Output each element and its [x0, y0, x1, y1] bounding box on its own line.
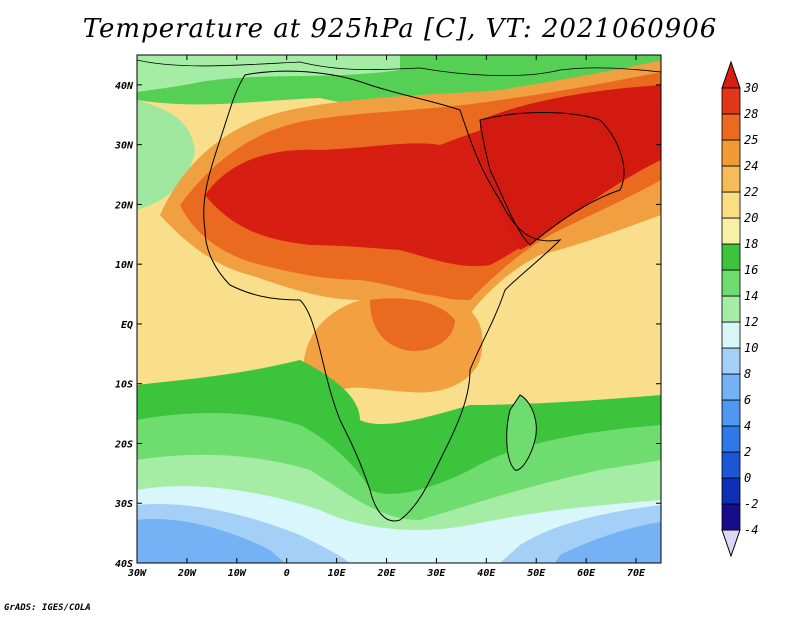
lon-tick-label: 50E [527, 568, 546, 579]
colorbar-swatch [721, 139, 741, 167]
colorbar-swatch [721, 373, 741, 401]
lon-tick-label: 30W [127, 568, 147, 579]
temperature-map: 30W 20W 10W 0 10E 20E 30E 40E 50E 60E 70E 40N30N20… [114, 54, 758, 579]
lon-tick-label: 20W [177, 568, 197, 579]
colorbar-high-arrow [721, 60, 741, 89]
latitude-axis: 40N 30N 20N 10N EQ 10S 20S 30S 40S [114, 81, 661, 570]
colorbar-swatch [721, 503, 741, 531]
temp-region-north-light [137, 55, 400, 92]
colorbar-label: 12 [744, 315, 758, 329]
coastline-europe [137, 59, 661, 77]
colorbar-label: 24 [744, 159, 758, 173]
coastline-madagascar [506, 394, 537, 471]
colorbar-low-arrow [721, 529, 741, 558]
lat-tick-label: 10S [115, 380, 133, 391]
lat-tick-label: 10N [115, 260, 134, 271]
lon-tick-label: 40E [477, 568, 496, 579]
map-frame [136, 54, 662, 564]
lon-tick-label: 70E [627, 568, 646, 579]
colorbar-swatch [721, 425, 741, 453]
colorbar-label: 0 [744, 471, 751, 485]
colorbar-label: -2 [744, 497, 758, 511]
lat-tick-label: 40S [115, 559, 133, 570]
lat-tick-label: 20S [114, 439, 133, 450]
lat-tick-label: 30S [114, 499, 133, 510]
coastline-arabia [479, 112, 625, 246]
colorbar-swatch [721, 165, 741, 193]
lon-tick-label: 30E [426, 568, 446, 579]
colorbar-swatch [721, 87, 741, 115]
longitude-axis: 30W 20W 10W 0 10E 20E 30E 40E 50E 60E 70E [127, 55, 646, 579]
colorbar-label: 16 [744, 263, 758, 277]
coastline-africa [203, 70, 562, 522]
colorbar-label: 18 [744, 237, 758, 251]
temp-region-central-hot [370, 298, 455, 351]
colorbar-label: 25 [744, 133, 758, 147]
temp-region-south-east-cooler [555, 522, 661, 563]
lat-tick-label: EQ [121, 320, 133, 331]
colorbar-label: 22 [744, 185, 758, 199]
colorbar-label: 8 [744, 367, 751, 381]
colorbar-swatch [721, 321, 741, 349]
colorbar-label: 28 [744, 107, 758, 121]
colorbar-swatch [721, 477, 741, 505]
colorbar-swatch [721, 269, 741, 297]
lon-tick-label: 20E [376, 568, 396, 579]
lat-tick-label: 20N [114, 200, 134, 211]
colorbar-swatch [721, 399, 741, 427]
lon-tick-label: 60E [577, 568, 596, 579]
grads-credit: GrADS: IGES/COLA [4, 603, 91, 613]
colorbar-label: 30 [743, 81, 758, 95]
lat-tick-label: 40N [115, 81, 134, 92]
lat-tick-label: 30N [114, 141, 134, 152]
lon-tick-label: 0 [284, 568, 290, 579]
colorbar-label: 10 [744, 341, 758, 355]
colorbar-label: 2 [744, 445, 751, 459]
colorbar-label: 6 [744, 393, 751, 407]
colorbar-swatch [721, 295, 741, 323]
map-title: Temperature at 925hPa [C], VT: 202106090… [82, 14, 718, 44]
colorbar-label: 20 [744, 211, 758, 225]
lon-tick-label: 10E [328, 568, 347, 579]
colorbar-label: 14 [744, 289, 758, 303]
temp-region-arabia-red [480, 85, 661, 250]
colorbar-swatch [721, 191, 741, 219]
colorbar-swatch [721, 243, 741, 271]
colorbar-swatch [721, 347, 741, 375]
colorbar-swatch [721, 113, 741, 141]
colorbar-swatch [721, 217, 741, 245]
temp-region-south-band-6 [137, 519, 285, 563]
colorbar-label: 4 [744, 419, 751, 433]
temp-region-madagascar [506, 395, 537, 471]
colorbar-swatch [721, 451, 741, 479]
colorbar-label: -4 [744, 523, 758, 537]
lon-tick-label: 10W [228, 568, 247, 579]
